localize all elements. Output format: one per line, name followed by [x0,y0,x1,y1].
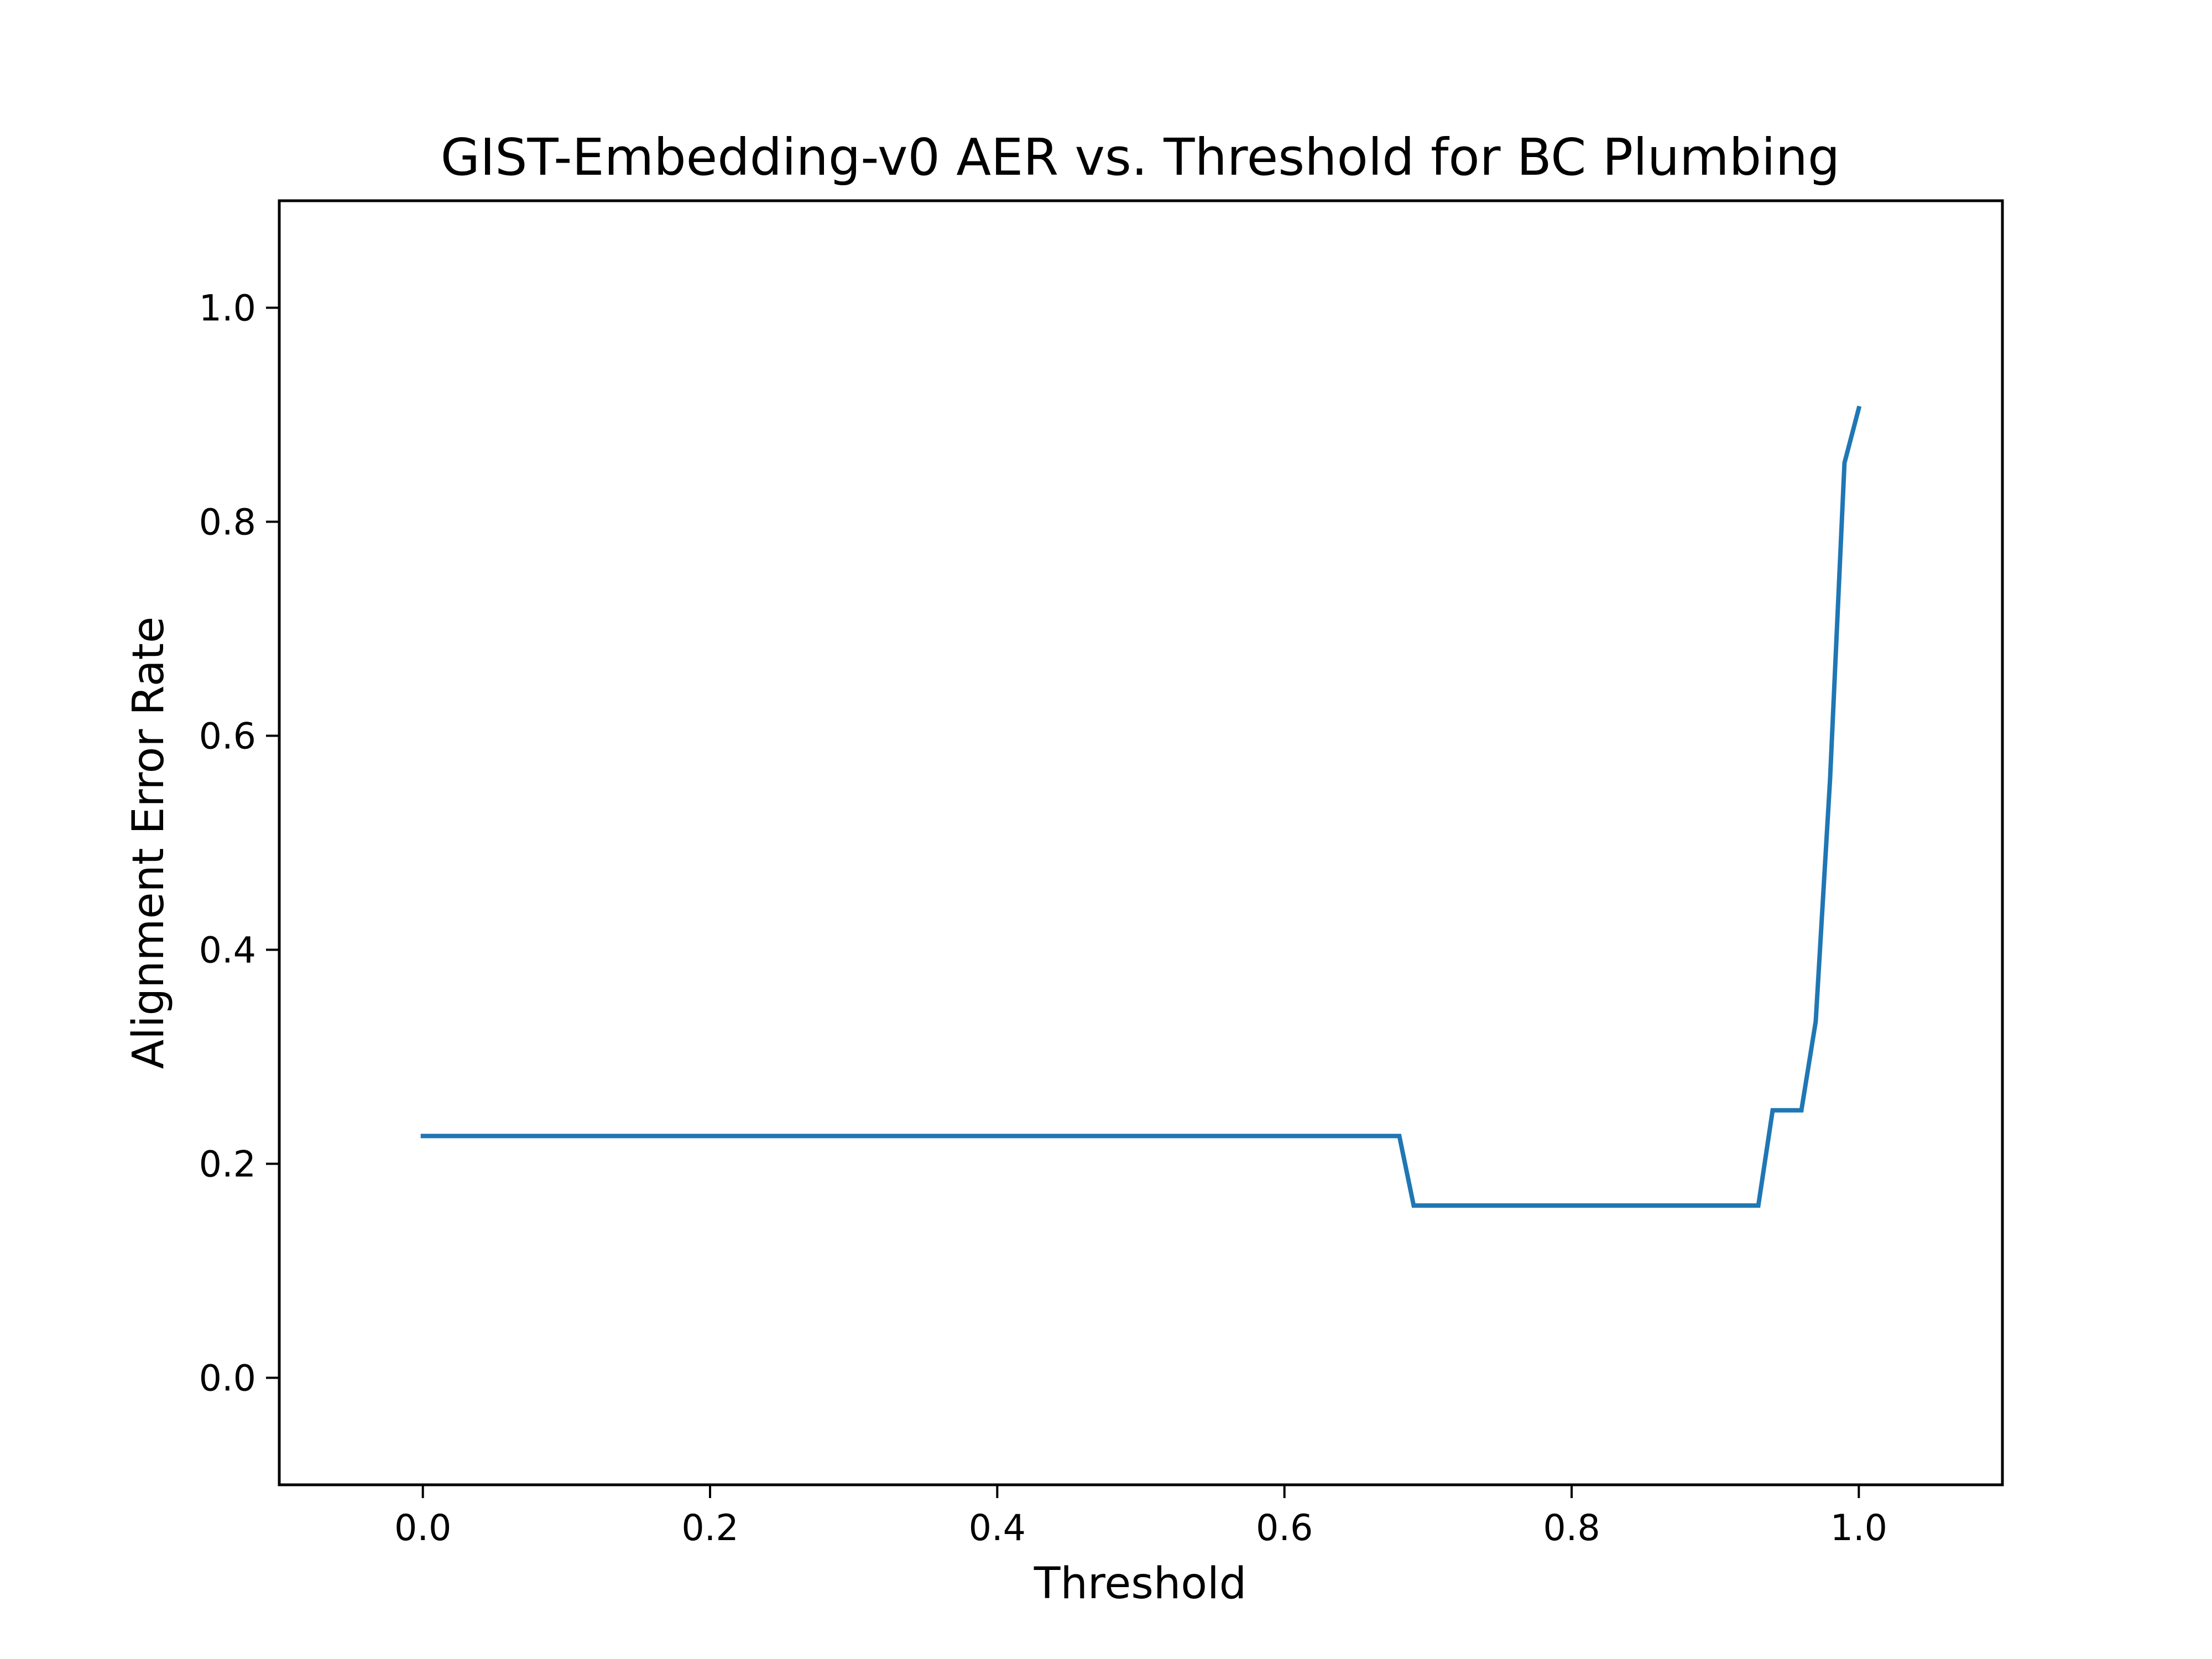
y-tick-label: 0.8 [199,502,256,544]
x-tick-label: 0.2 [681,1507,738,1549]
y-tick-label: 0.6 [199,716,256,758]
x-tick-label: 0.6 [1256,1507,1313,1549]
series-line [420,405,1862,1208]
x-tick-label: 1.0 [1830,1507,1887,1549]
plot-area [278,199,2004,1486]
x-tick-label: 0.8 [1543,1507,1600,1549]
series-layer [420,405,1862,1208]
chart-title: GIST-Embedding-v0 AER vs. Threshold for … [441,128,1840,187]
y-tick-label: 1.0 [199,288,256,330]
x-tick-label: 0.4 [969,1507,1026,1549]
y-tick-label: 0.4 [199,930,256,972]
x-tick-label: 0.0 [394,1507,451,1549]
y-tick-label: 0.0 [199,1358,256,1400]
x-axis: 0.0 0.2 0.4 0.6 0.8 1.0 [394,1485,1887,1549]
x-axis-label: Threshold [1034,1559,1246,1609]
y-axis-label: Alignment Error Rate [124,617,174,1069]
y-axis: 0.0 0.2 0.4 0.6 0.8 1.0 [199,288,279,1400]
y-tick-label: 0.2 [199,1144,256,1186]
